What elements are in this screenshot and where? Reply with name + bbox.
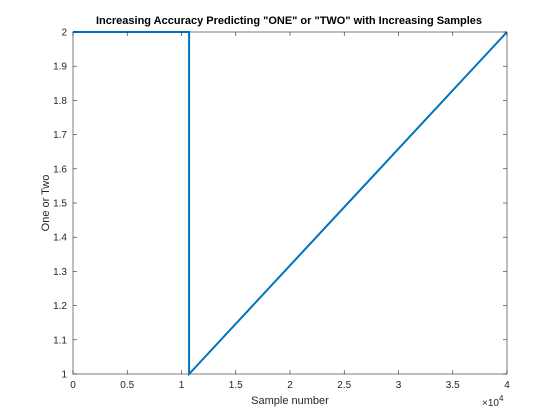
y-tick-label: 1 [61, 370, 67, 381]
chart-title: Increasing Accuracy Predicting "ONE" or … [96, 15, 482, 27]
y-tick-label: 1.5 [53, 199, 67, 210]
x-tick-label: 4 [504, 380, 510, 391]
series-layer [73, 31, 508, 377]
x-exponent-label: ×104 [482, 394, 504, 409]
x-tick-label: 3 [396, 380, 402, 391]
y-tick-label: 1.8 [53, 96, 67, 107]
x-exponent-power: 4 [499, 394, 504, 403]
x-tick-label: 3.5 [446, 380, 460, 391]
y-tick-label: 1.6 [53, 164, 67, 175]
y-tick-label: 1.4 [53, 233, 67, 244]
x-exponent-base: ×10 [482, 398, 499, 409]
y-tick-label: 1.2 [53, 301, 67, 312]
x-tick-label: 2 [287, 380, 293, 391]
x-tick-label: 2.5 [337, 380, 351, 391]
series-line [73, 31, 508, 377]
y-tick-label: 1.9 [53, 62, 67, 73]
y-tick-label: 2 [61, 28, 67, 39]
x-tick-label: 1.5 [229, 380, 243, 391]
y-tick-label: 1.3 [53, 267, 67, 278]
y-axis-label: One or Two [40, 175, 52, 232]
y-tick-label: 1.1 [53, 335, 67, 346]
axes-box [72, 31, 508, 375]
plot-area: 0 0.5 1 1.5 2 2.5 3 3.5 4 1 1.1 1.2 1.3 1.4 1.5 1.6 1.7… [53, 28, 510, 392]
x-tick-label: 0.5 [120, 380, 134, 391]
x-axis-ticks: 0 0.5 1 1.5 2 2.5 3 3.5 4 [70, 32, 510, 391]
y-tick-label: 1.7 [53, 130, 67, 141]
y-axis-ticks: 1 1.1 1.2 1.3 1.4 1.5 1.6 1.7 1.8 1.9 2 [53, 28, 507, 381]
x-tick-label: 1 [179, 380, 185, 391]
x-tick-label: 0 [70, 380, 76, 391]
x-axis-label: Sample number [251, 395, 329, 407]
